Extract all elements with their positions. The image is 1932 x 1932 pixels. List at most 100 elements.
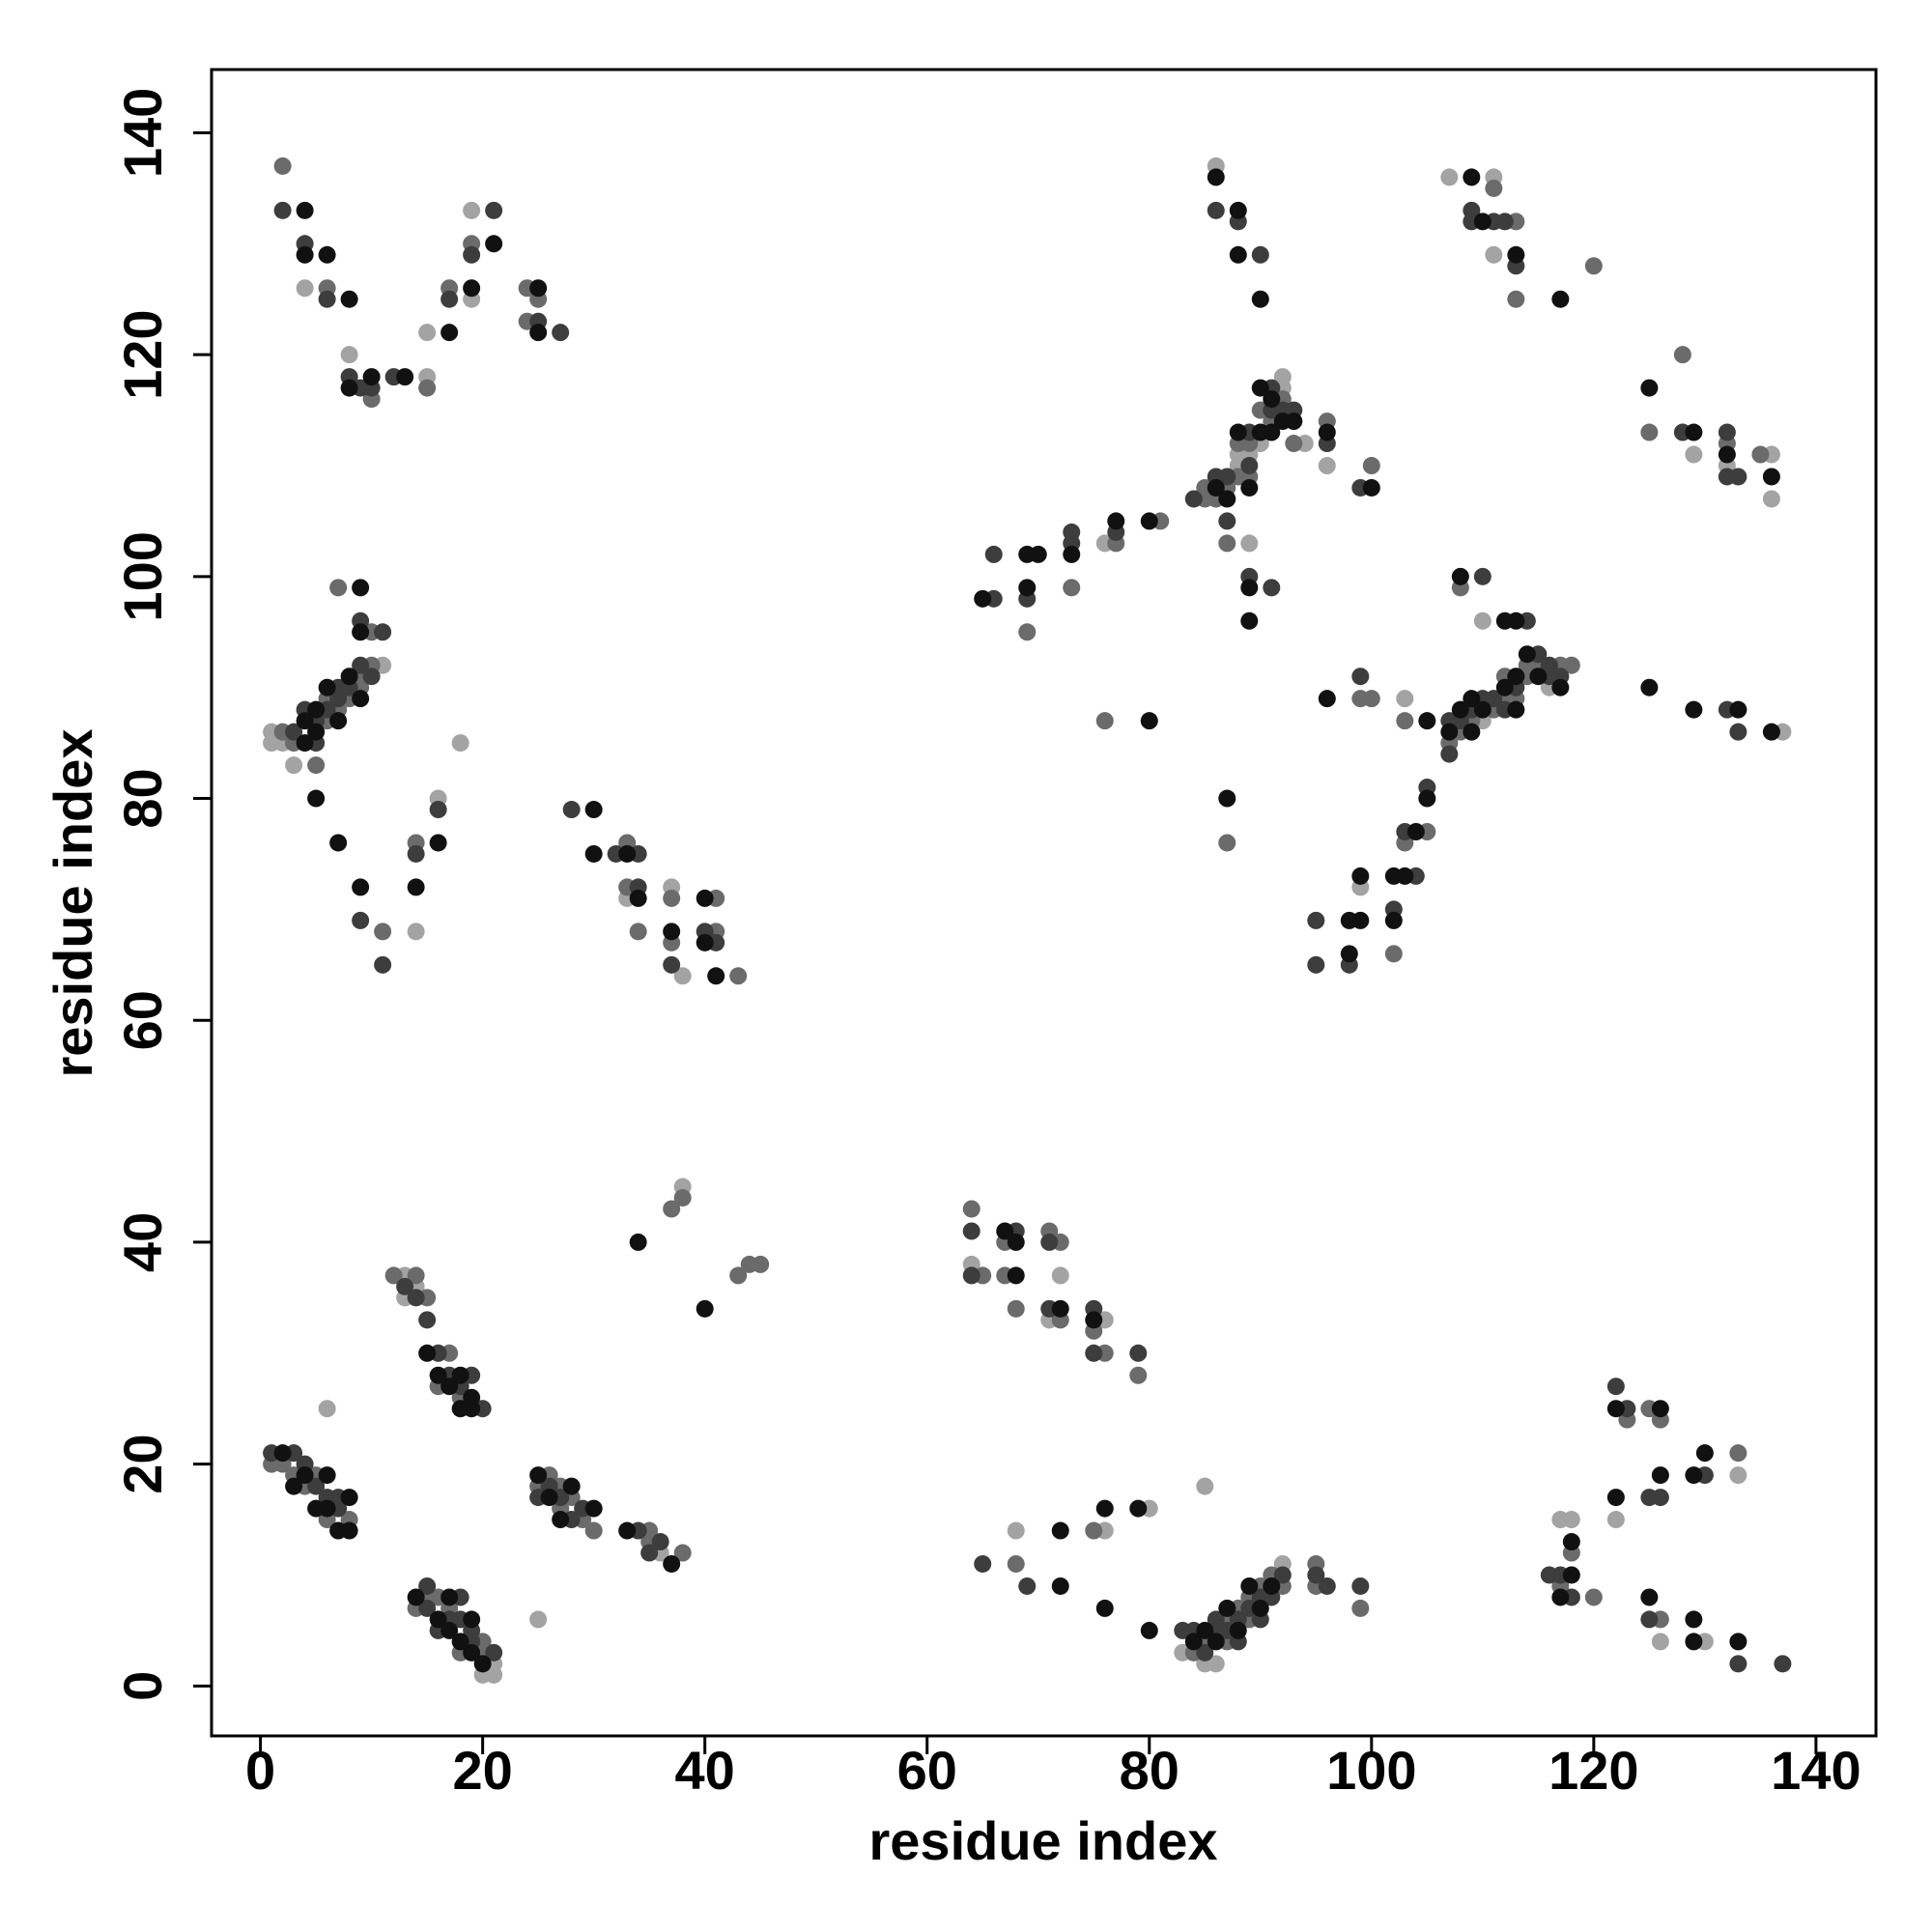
point — [1540, 1566, 1558, 1584]
x-tick-label: 140 — [1771, 1740, 1861, 1801]
point — [618, 844, 637, 863]
point — [1007, 1554, 1025, 1573]
point — [663, 955, 681, 974]
x-axis-title: residue index — [868, 1810, 1217, 1871]
point — [1418, 789, 1436, 808]
point — [1229, 201, 1247, 219]
point — [485, 235, 503, 253]
point — [1240, 457, 1259, 475]
point — [1718, 445, 1736, 464]
point — [396, 1277, 414, 1295]
point — [1285, 435, 1303, 453]
point — [429, 801, 447, 819]
point — [429, 1366, 447, 1384]
point — [296, 1466, 314, 1485]
point — [1229, 1621, 1247, 1639]
point — [1473, 611, 1492, 630]
point — [996, 1222, 1014, 1240]
point — [318, 1400, 336, 1418]
point — [1362, 690, 1380, 708]
point — [1040, 1233, 1059, 1251]
point — [1551, 1588, 1570, 1606]
point — [340, 1521, 358, 1540]
point — [673, 967, 692, 985]
point — [1140, 712, 1158, 730]
point — [340, 1489, 358, 1507]
point — [1085, 1311, 1103, 1329]
point — [1129, 1344, 1148, 1362]
point — [451, 734, 469, 753]
point — [729, 1266, 748, 1285]
point — [1307, 911, 1325, 929]
point — [1351, 668, 1370, 686]
point — [1051, 1577, 1069, 1595]
point — [1218, 534, 1236, 553]
point — [340, 668, 358, 686]
point — [1562, 1533, 1580, 1551]
x-tick-label: 100 — [1326, 1740, 1416, 1801]
point — [1606, 1400, 1625, 1418]
point — [629, 889, 647, 907]
point — [307, 1477, 326, 1495]
point — [1063, 579, 1081, 597]
x-tick-label: 80 — [1120, 1740, 1179, 1801]
point — [1518, 645, 1536, 664]
point — [307, 723, 326, 741]
point — [1384, 945, 1403, 963]
point — [296, 245, 314, 264]
point — [1651, 1400, 1669, 1418]
point — [1507, 700, 1525, 719]
point — [1640, 423, 1659, 441]
point — [318, 1499, 336, 1518]
point — [285, 723, 303, 741]
point — [1018, 579, 1037, 597]
point — [407, 1588, 425, 1606]
point — [1095, 712, 1114, 730]
point — [463, 1400, 481, 1418]
point — [1685, 1466, 1703, 1485]
point — [285, 1477, 303, 1495]
point — [1129, 1499, 1148, 1518]
point — [1351, 1577, 1370, 1595]
point — [1140, 512, 1158, 530]
point — [974, 589, 992, 608]
point — [1651, 1489, 1669, 1507]
point — [1485, 245, 1503, 264]
point — [984, 545, 1003, 563]
point — [1695, 1444, 1714, 1463]
point — [1229, 423, 1247, 441]
point — [618, 1521, 637, 1540]
y-tick-label: 80 — [112, 768, 173, 828]
point — [663, 1554, 681, 1573]
point — [1640, 379, 1659, 397]
point — [1507, 611, 1525, 630]
point — [1384, 911, 1403, 929]
x-tick-label: 20 — [453, 1740, 513, 1801]
point — [1207, 478, 1225, 497]
point — [1095, 1499, 1114, 1518]
point — [1729, 1633, 1747, 1651]
point — [1207, 201, 1225, 219]
point — [451, 1366, 469, 1384]
point — [663, 889, 681, 907]
point — [1184, 490, 1203, 508]
point — [318, 245, 336, 264]
point — [418, 1311, 437, 1329]
y-axis-title: residue index — [43, 728, 103, 1077]
point — [1685, 423, 1703, 441]
point — [1729, 1655, 1747, 1673]
point — [1729, 1466, 1747, 1485]
point — [1351, 867, 1370, 885]
point — [1551, 678, 1570, 696]
point — [1485, 179, 1503, 197]
point — [584, 844, 603, 863]
point — [1285, 412, 1303, 431]
x-tick-label: 0 — [245, 1740, 275, 1801]
point — [1240, 611, 1259, 630]
point — [463, 1610, 481, 1629]
point — [1051, 1299, 1069, 1318]
point — [1196, 1643, 1214, 1662]
point — [463, 201, 481, 219]
point — [562, 801, 581, 819]
point — [1263, 423, 1281, 441]
